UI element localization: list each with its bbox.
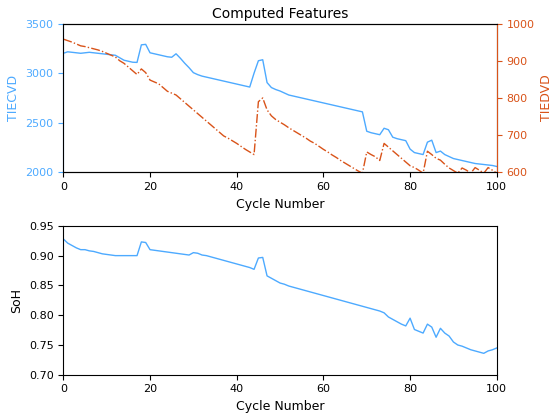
Y-axis label: TIEDVD: TIEDVD [540, 75, 553, 121]
Y-axis label: SoH: SoH [10, 288, 24, 313]
Y-axis label: TIECVD: TIECVD [7, 75, 20, 121]
X-axis label: Cycle Number: Cycle Number [236, 198, 324, 211]
X-axis label: Cycle Number: Cycle Number [236, 400, 324, 413]
Title: Computed Features: Computed Features [212, 7, 348, 21]
